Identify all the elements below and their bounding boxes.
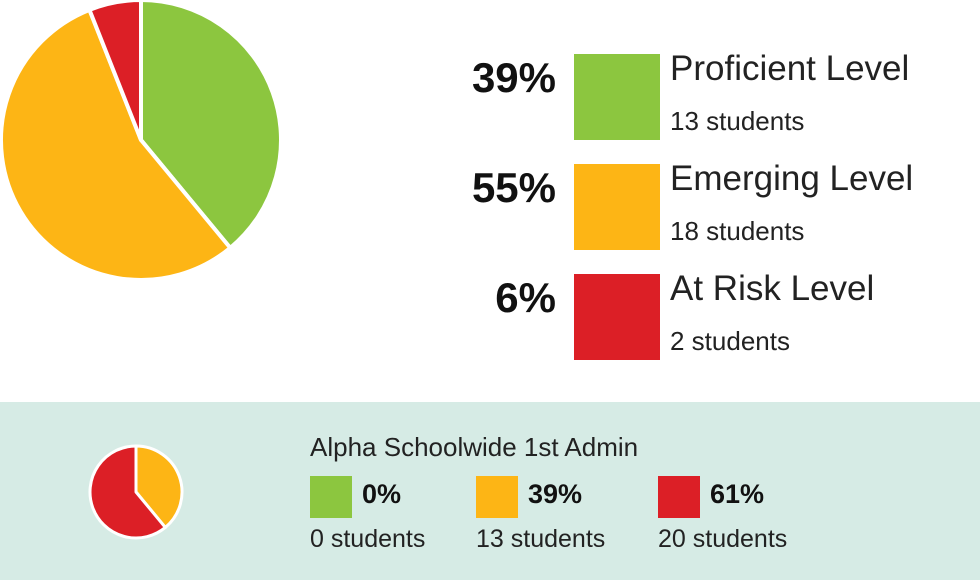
- at-risk-label: At Risk Level: [670, 269, 875, 308]
- comparison-title: Alpha Schoolwide 1st Admin: [310, 432, 639, 462]
- legend-row-emerging: 55% Emerging Level 18 students: [440, 159, 980, 254]
- comparison-emerging-percent: 39%: [528, 479, 583, 509]
- comparison-pie-chart: [88, 444, 184, 540]
- comparison-emerging-swatch: [476, 476, 518, 518]
- comparison-proficient-swatch: [310, 476, 352, 518]
- at-risk-percent: 6%: [495, 274, 556, 321]
- proficient-percent: 39%: [471, 54, 556, 101]
- at-risk-count: 2 students: [670, 326, 790, 356]
- emerging-label: Emerging Level: [670, 159, 914, 198]
- emerging-count: 18 students: [670, 216, 805, 246]
- proficient-label: Proficient Level: [670, 49, 910, 88]
- comparison-at-risk-swatch: [658, 476, 700, 518]
- proficient-swatch: [574, 54, 660, 140]
- legend-row-at-risk: 6% At Risk Level 2 students: [440, 269, 980, 364]
- main-pie-slice-2: [87, 0, 143, 142]
- main-pie-slice-1: [0, 7, 233, 282]
- emerging-percent: 55%: [471, 164, 556, 211]
- comparison-pie-slice-1: [134, 444, 184, 529]
- legend-row-proficient: 39% Proficient Level 13 students: [440, 49, 980, 144]
- comparison-proficient-count: 0 students: [310, 525, 426, 553]
- comparison-proficient-percent: 0%: [362, 479, 402, 509]
- comparison-pie-slice-2: [88, 444, 167, 540]
- comparison-at-risk-count: 20 students: [658, 525, 788, 553]
- main-pie-slice-0: [139, 0, 283, 250]
- main-pie-chart: [0, 0, 283, 282]
- comparison-panel: Alpha Schoolwide 1st Admin 0% 0 students…: [0, 402, 980, 580]
- comparison-emerging-count: 13 students: [476, 525, 606, 553]
- proficient-count: 13 students: [670, 106, 805, 136]
- at-risk-swatch: [574, 274, 660, 360]
- comparison-at-risk-percent: 61%: [710, 479, 765, 509]
- emerging-swatch: [574, 164, 660, 250]
